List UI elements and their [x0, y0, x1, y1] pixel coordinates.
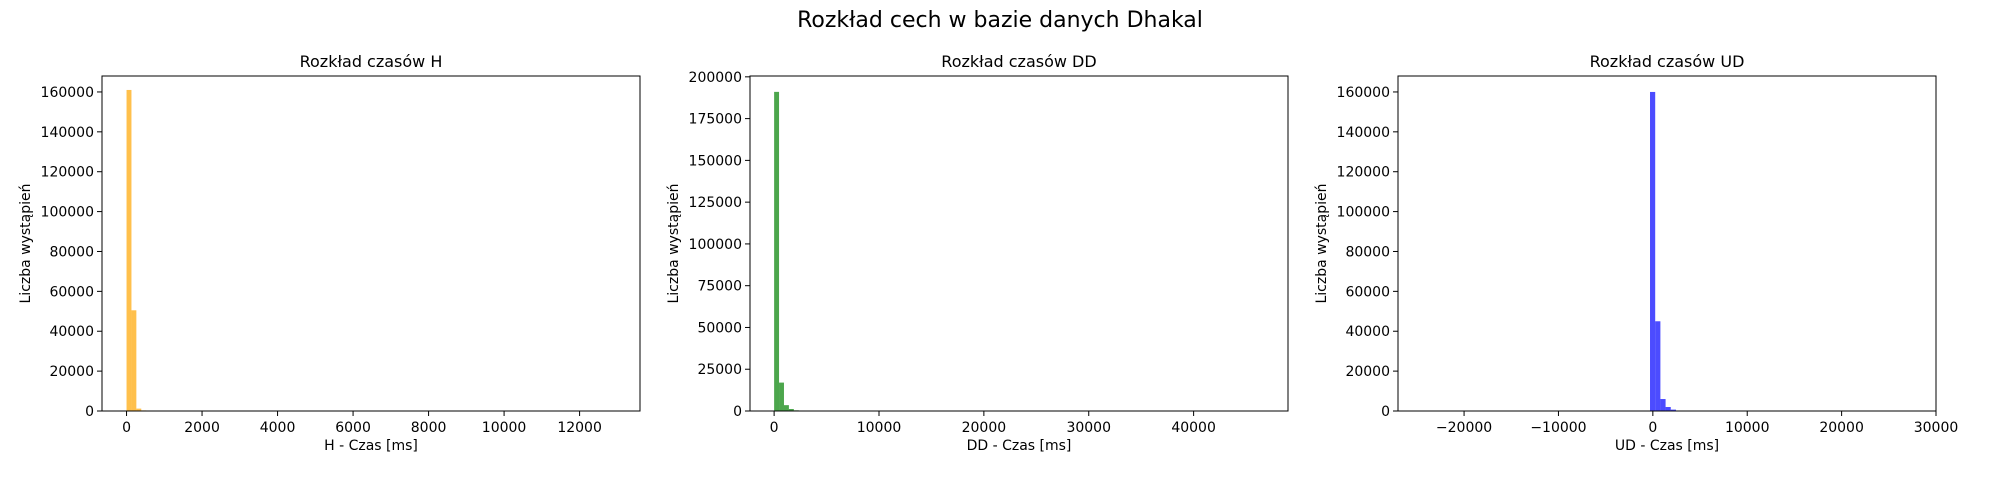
histogram-bar	[783, 405, 789, 411]
x-tick-label: 12000	[557, 420, 602, 436]
x-tick-label: 4000	[260, 420, 296, 436]
x-tick-label: 10000	[1725, 420, 1770, 436]
chart-panel-2: 0 10000 20000 30000 40000 0 25000 50000 75000 100…	[666, 52, 1289, 454]
histogram-bar	[779, 382, 784, 411]
y-tick-label: 100000	[41, 205, 94, 221]
chart-panel-1: 0 2000 4000 6000 8000 10000 120000200004000060…	[18, 52, 641, 454]
chart-title: Rozkład czasów DD	[941, 52, 1096, 71]
chart-title: Rozkład czasów UD	[1590, 52, 1745, 71]
x-tick-label: 6000	[335, 420, 371, 436]
y-axis-label: Liczba wystąpień	[1314, 183, 1330, 303]
histogram-bar	[1655, 321, 1661, 411]
histogram-bar	[126, 89, 132, 411]
y-tick-label: 80000	[49, 244, 94, 260]
x-tick-label: 8000	[411, 420, 447, 436]
x-axis-label: UD - Czas [ms]	[1615, 438, 1719, 454]
y-tick-label: 20000	[49, 364, 94, 380]
y-tick-label: 140000	[41, 125, 94, 141]
histogram-bar	[1660, 399, 1666, 411]
histogram-bar	[1670, 409, 1676, 411]
y-tick-label: 120000	[41, 165, 94, 181]
x-tick-label: 30000	[1066, 420, 1111, 436]
x-tick-label: −20000	[1436, 420, 1492, 436]
y-tick-label: 200000	[689, 70, 742, 86]
histogram-bar	[788, 408, 794, 411]
chart-title: Rozkład czasów H	[300, 52, 443, 71]
histogram-bar	[1665, 407, 1671, 411]
plot-area-frame	[1397, 75, 1937, 412]
y-tick-label: 100000	[689, 237, 742, 253]
y-tick-label: 160000	[41, 85, 94, 101]
y-axis-label: Liczba wystąpień	[18, 183, 34, 303]
x-tick-label: 30000	[1914, 420, 1959, 436]
y-tick-label: 125000	[689, 195, 742, 211]
y-tick-label: 150000	[689, 153, 742, 169]
histogram-bar	[131, 310, 137, 411]
x-axis-label: H - Czas [ms]	[324, 438, 418, 454]
histogram-bar	[1650, 91, 1656, 411]
y-tick-label: 60000	[49, 284, 94, 300]
y-tick-label: 40000	[49, 324, 94, 340]
y-tick-label: 25000	[697, 362, 742, 378]
y-tick-label: 40000	[1345, 324, 1390, 340]
plot-area-frame	[749, 75, 1289, 412]
y-tick-label: 50000	[697, 320, 742, 336]
plot-area-frame	[101, 75, 641, 412]
y-tick-label: 0	[1381, 404, 1390, 420]
y-axis-label: Liczba wystąpień	[666, 183, 682, 303]
y-tick-label: 140000	[1337, 125, 1390, 141]
y-tick-label: 20000	[1345, 364, 1390, 380]
x-tick-label: 40000	[1171, 420, 1216, 436]
figure-suptitle: Rozkład cech w bazie danych Dhakal	[797, 8, 1203, 33]
chart-panel-3: −20000 −10000 0 10000 20000 30000 0 20000 40000 6…	[1314, 52, 1958, 454]
x-tick-label: −10000	[1530, 420, 1586, 436]
y-tick-label: 120000	[1337, 165, 1390, 181]
x-tick-label: 10000	[857, 420, 902, 436]
y-tick-label: 0	[85, 404, 94, 420]
x-tick-label: 20000	[962, 420, 1007, 436]
x-tick-label: 0	[770, 420, 779, 436]
x-tick-label: 0	[1648, 420, 1657, 436]
y-tick-label: 100000	[1337, 205, 1390, 221]
x-tick-label: 20000	[1819, 420, 1864, 436]
y-tick-label: 75000	[697, 279, 742, 295]
x-axis-label: DD - Czas [ms]	[967, 438, 1072, 454]
y-tick-label: 160000	[1337, 85, 1390, 101]
x-tick-label: 10000	[482, 420, 527, 436]
histogram-bar	[774, 91, 780, 412]
histogram-bar	[136, 408, 142, 411]
y-tick-label: 175000	[689, 112, 742, 128]
x-tick-label: 2000	[184, 420, 220, 436]
y-tick-label: 80000	[1345, 244, 1390, 260]
x-tick-label: 0	[122, 420, 131, 436]
y-tick-label: 60000	[1345, 284, 1390, 300]
y-tick-label: 0	[733, 404, 742, 420]
